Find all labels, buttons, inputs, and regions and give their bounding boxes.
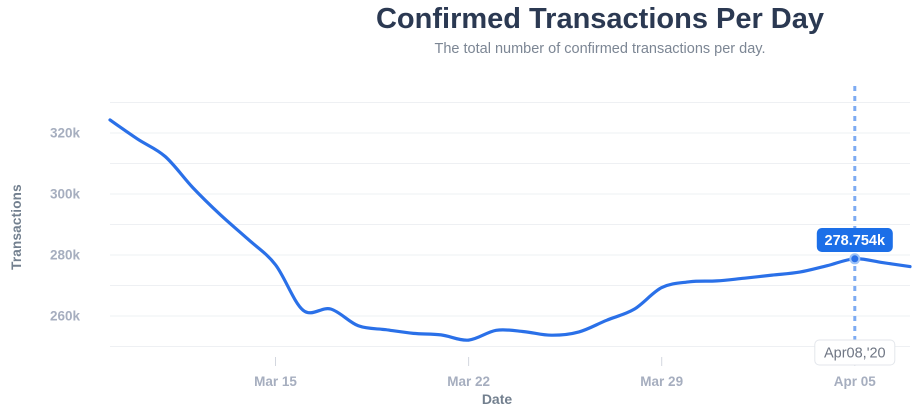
highlight-marker-icon xyxy=(849,253,861,265)
chart-title: Confirmed Transactions Per Day xyxy=(375,3,825,35)
x-tick-label: Mar 29 xyxy=(640,374,683,389)
y-tick-label: 300k xyxy=(50,187,81,202)
y-tick-label: 260k xyxy=(50,309,81,324)
x-tick-label: Mar 22 xyxy=(447,374,490,389)
y-tick-label: 280k xyxy=(50,248,81,263)
value-tooltip-label: 278.754k xyxy=(825,233,886,249)
series-line xyxy=(108,118,912,342)
x-axis-title: Date xyxy=(481,391,513,407)
x-tick-label: Apr 05 xyxy=(834,374,877,389)
value-tooltip xyxy=(816,228,893,252)
chart-header: Confirmed Transactions Per Day The total… xyxy=(288,2,912,58)
date-tooltip xyxy=(814,339,896,366)
chart-subtitle: The total number of confirmed transactio… xyxy=(434,41,766,57)
x-tick-label: Mar 15 xyxy=(254,374,297,389)
date-tooltip-label: Apr08,'20 xyxy=(824,346,886,362)
y-tick-label: 320k xyxy=(50,126,81,141)
